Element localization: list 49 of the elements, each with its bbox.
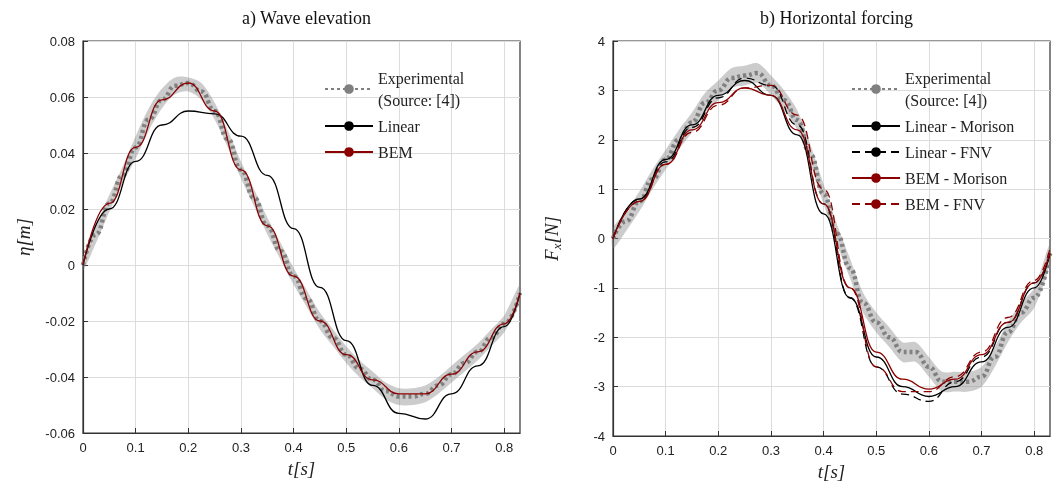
- x-axis-title: t[s]: [817, 461, 846, 482]
- y-tick-label: 3: [597, 82, 605, 98]
- x-axis-title: t[s]: [287, 458, 316, 479]
- y-tick-label: -3: [593, 379, 605, 395]
- x-tick-label: 0.8: [1025, 443, 1044, 458]
- y-tick-label: -2: [593, 329, 605, 345]
- legend-label: Experimental (Source: [4]): [905, 69, 996, 110]
- x-tick-label: 0.6: [919, 443, 938, 458]
- y-axis-title: Fx[N]: [541, 216, 564, 262]
- y-tick-label: -0.04: [45, 369, 75, 385]
- x-tick-label: 0.1: [656, 443, 675, 458]
- x-tick-label: 0.1: [126, 440, 145, 455]
- y-axis-title: η[m]: [13, 218, 34, 256]
- legend-label: BEM: [378, 143, 413, 161]
- y-tick-label: 1: [597, 181, 605, 197]
- y-tick-label: 0: [597, 231, 605, 246]
- legend-label: Linear: [378, 117, 421, 135]
- x-tick-label: 0.6: [389, 440, 408, 455]
- x-tick-label: 0.8: [495, 440, 514, 455]
- legend-label: Experimental (Source: [4]): [378, 69, 469, 110]
- y-tick-label: 0.06: [49, 89, 75, 105]
- x-tick-label: 0.2: [179, 440, 198, 455]
- y-tick-label: 0.04: [49, 145, 75, 161]
- x-tick-label: 0.5: [337, 440, 356, 455]
- x-tick-label: 0.3: [231, 440, 250, 455]
- y-tick-label: 0.02: [49, 201, 75, 217]
- y-tick-label: 2: [597, 132, 605, 148]
- x-tick-label: 0.3: [761, 443, 780, 458]
- x-tick-label: 0.5: [867, 443, 886, 458]
- y-tick-label: 0.08: [49, 33, 75, 49]
- chart-title: b) Horizontal forcing: [760, 8, 913, 29]
- y-tick-label: -0.06: [45, 425, 75, 441]
- y-tick-label: -4: [593, 428, 605, 444]
- x-tick-label: 0.2: [709, 443, 728, 458]
- chart-title: a) Wave elevation: [241, 8, 372, 29]
- y-tick-label: 4: [597, 33, 605, 49]
- x-tick-label: 0.4: [284, 440, 303, 455]
- x-tick-label: 0: [79, 440, 87, 455]
- x-tick-label: 0.4: [814, 443, 833, 458]
- legend-label: Linear - Morison: [905, 117, 1015, 135]
- y-tick-label: -1: [593, 280, 605, 296]
- y-tick-label: -0.02: [45, 313, 75, 329]
- legend-label: BEM - Morison: [905, 169, 1008, 187]
- y-tick-label: 0: [67, 257, 75, 273]
- x-tick-label: 0.7: [972, 443, 991, 458]
- x-tick-label: 0: [609, 443, 617, 458]
- legend-label: Linear - FNV: [905, 143, 993, 161]
- legend-label: BEM - FNV: [905, 195, 986, 213]
- x-tick-label: 0.7: [442, 440, 461, 455]
